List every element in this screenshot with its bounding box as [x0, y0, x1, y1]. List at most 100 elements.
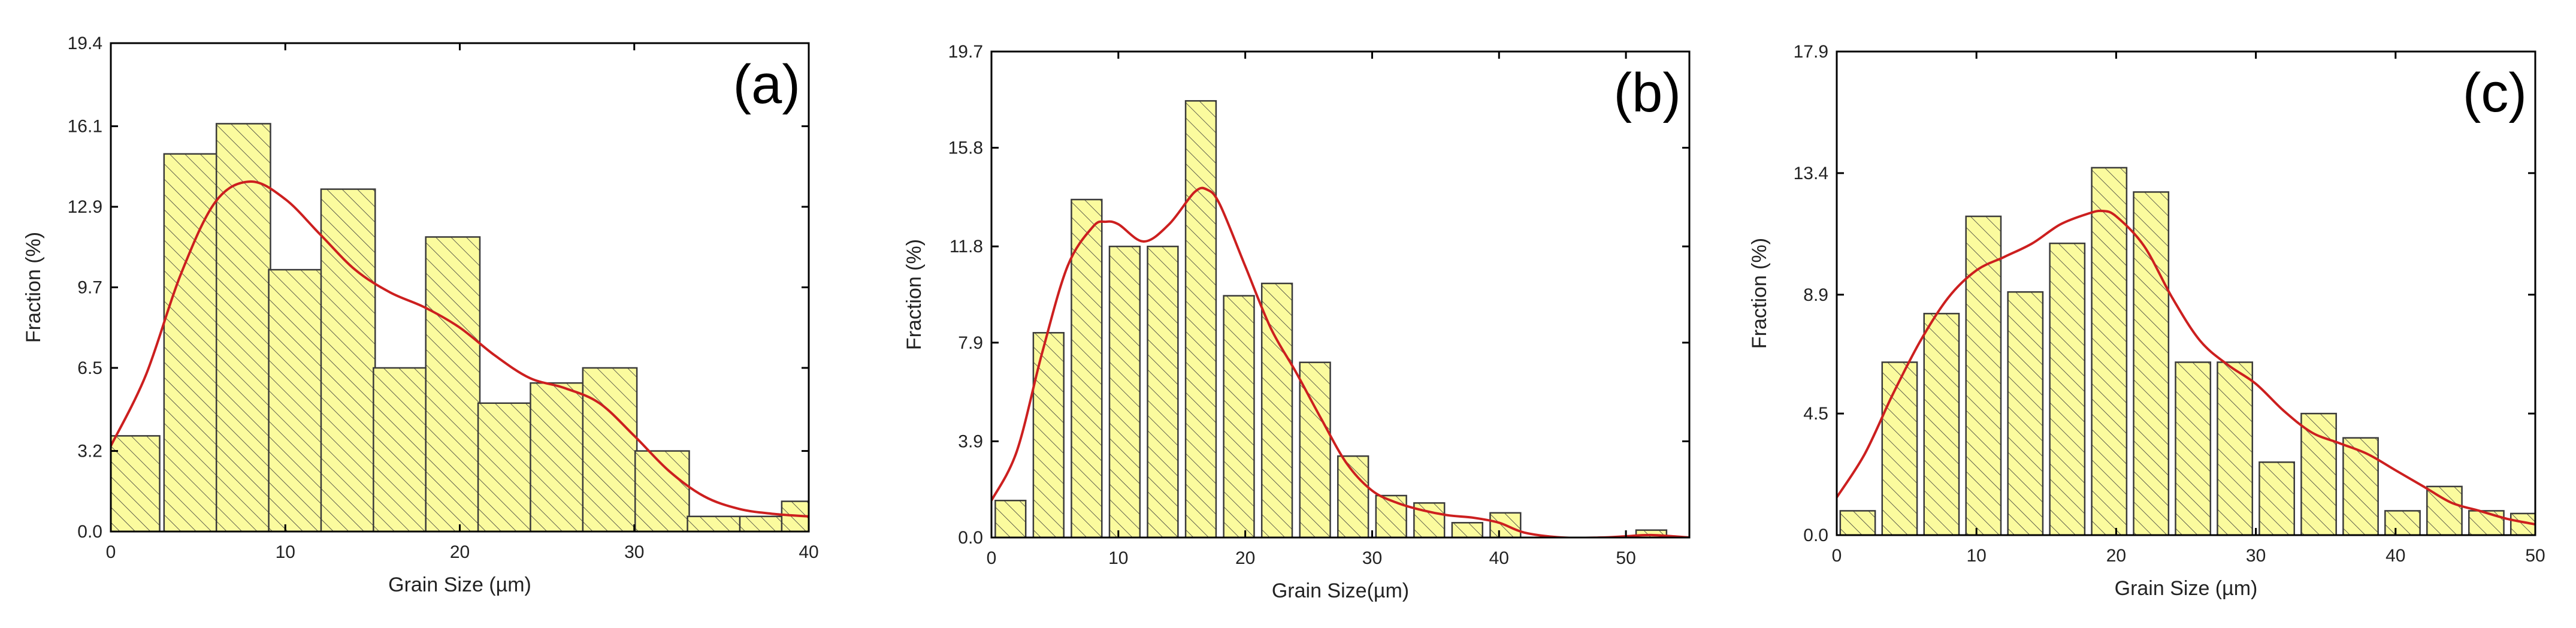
bar-a-6	[425, 236, 481, 532]
y-axis-title-a: Fraction (%)	[22, 232, 45, 343]
bar-b-8	[1299, 361, 1331, 538]
fit-curve-c	[1837, 209, 2535, 526]
bar-c-16	[2510, 512, 2535, 535]
bar-c-8	[2175, 361, 2212, 535]
x-tick-label-c-2: 20	[2106, 546, 2126, 566]
y-tick-label-b-3: 11.8	[950, 237, 983, 256]
bar-a-1	[163, 153, 219, 532]
bar-b-10	[1375, 494, 1407, 538]
bar-b-7	[1260, 282, 1293, 538]
x-tick-label-b-3: 30	[1362, 548, 1382, 568]
bar-a-5	[373, 367, 428, 532]
x-axis-title-c: Grain Size (µm)	[2115, 577, 2258, 600]
bar-a-8	[530, 382, 585, 532]
y-tick-label-a-1: 3.2	[77, 442, 102, 461]
x-tick-label-b-0: 0	[987, 548, 997, 568]
bar-b-1	[1032, 332, 1065, 538]
bar-c-14	[2426, 485, 2463, 535]
panel-label-b: (b)	[1614, 62, 1681, 123]
x-tick-label-b-5: 50	[1616, 548, 1635, 568]
bar-b-3	[1108, 245, 1141, 538]
bar-a-0	[111, 435, 161, 532]
panel-label-a: (a)	[733, 54, 800, 115]
x-tick-label-a-4: 40	[799, 542, 818, 562]
x-tick-label-b-4: 40	[1489, 548, 1509, 568]
bar-b-0	[994, 499, 1027, 538]
panel-c: 0.0 4.5 8.9 13.4 17.9 0 10 20 30 40 50 Grain Size…	[1748, 42, 2545, 600]
bar-c-6	[2091, 167, 2128, 535]
bar-b-9	[1337, 455, 1369, 538]
bar-c-1	[1881, 361, 1918, 535]
bar-b-12	[1451, 522, 1483, 538]
panel-label-c: (c)	[2463, 62, 2527, 123]
bar-b-6	[1223, 295, 1255, 538]
bar-c-9	[2217, 361, 2254, 535]
y-tick-label-a-5: 16.1	[68, 117, 102, 137]
x-ticks-a: 0 10 20 30 40	[106, 43, 819, 562]
x-axis-title-a: Grain Size (µm)	[388, 573, 531, 596]
y-axis-title-c: Fraction (%)	[1748, 238, 1771, 349]
x-tick-label-a-0: 0	[106, 542, 116, 562]
x-tick-label-c-4: 40	[2385, 546, 2405, 566]
bar-b-4	[1147, 245, 1179, 538]
x-axis-title-b: Grain Size(µm)	[1272, 579, 1409, 602]
x-tick-label-a-1: 10	[276, 542, 295, 562]
bar-a-7	[477, 402, 533, 532]
panel-b: 0.0 3.9 7.9 11.8 15.8 19.7 0 10 20 30 40 50 Grain …	[903, 42, 1691, 602]
panel-a: 0.0 3.2 6.5 9.7 12.9 16.1 19.4 0 10 20 30 40 Grain…	[22, 34, 819, 596]
bar-a-3	[268, 268, 324, 532]
y-tick-label-b-1: 3.9	[958, 431, 983, 451]
plot-frame-c	[1836, 50, 2536, 536]
y-tick-label-b-5: 19.7	[948, 42, 983, 62]
bar-b-5	[1184, 100, 1217, 538]
x-ticks-c: 0 10 20 30 40 50	[1832, 52, 2545, 566]
y-axis-title-b: Fraction (%)	[903, 239, 926, 350]
bar-c-11	[2300, 412, 2337, 535]
y-tick-label-a-3: 9.7	[77, 278, 102, 298]
bar-c-3	[1965, 215, 2002, 535]
y-ticks-a: 0.0 3.2 6.5 9.7 12.9 16.1 19.4	[68, 34, 809, 542]
fit-curve-a	[111, 180, 809, 518]
x-tick-label-c-1: 10	[1967, 546, 1987, 566]
bar-c-2	[1923, 313, 1960, 535]
y-tick-label-c-2: 8.9	[1803, 285, 1828, 305]
x-tick-label-b-1: 10	[1108, 548, 1128, 568]
bars-a	[111, 123, 809, 532]
bars-b	[994, 100, 1668, 538]
x-tick-label-c-0: 0	[1832, 546, 1842, 566]
bar-c-10	[2258, 461, 2295, 535]
y-tick-label-a-6: 19.4	[68, 34, 102, 53]
y-tick-label-b-2: 7.9	[958, 333, 983, 353]
bar-c-7	[2133, 191, 2170, 535]
bar-a-11	[687, 515, 743, 532]
x-tick-label-c-3: 30	[2246, 546, 2266, 566]
y-tick-label-a-0: 0.0	[77, 522, 102, 542]
y-tick-label-c-0: 0.0	[1803, 526, 1828, 545]
bar-c-13	[2384, 510, 2421, 535]
bars-c	[1839, 167, 2535, 535]
y-ticks-c: 0.0 4.5 8.9 13.4 17.9	[1794, 42, 2535, 545]
x-tick-label-a-3: 30	[624, 542, 644, 562]
bar-a-4	[320, 188, 376, 532]
x-ticks-b: 0 10 20 30 40 50	[987, 52, 1636, 568]
y-tick-label-b-0: 0.0	[958, 528, 983, 548]
plot-frame-b	[990, 50, 1691, 539]
y-tick-label-c-4: 17.9	[1794, 42, 1828, 62]
bar-c-5	[2049, 242, 2086, 535]
fit-curve-b	[991, 186, 1689, 538]
y-tick-label-c-1: 4.5	[1803, 404, 1828, 424]
bar-c-12	[2342, 437, 2379, 535]
y-tick-label-b-4: 15.8	[948, 138, 983, 158]
bar-c-4	[2007, 291, 2044, 535]
bar-b-2	[1071, 198, 1103, 538]
y-tick-label-a-4: 12.9	[68, 197, 102, 217]
x-tick-label-c-5: 50	[2525, 546, 2545, 566]
y-tick-label-a-2: 6.5	[77, 358, 102, 378]
y-tick-label-c-3: 13.4	[1794, 164, 1828, 183]
x-tick-label-a-2: 20	[450, 542, 470, 562]
bar-c-15	[2468, 510, 2505, 535]
bar-c-0	[1839, 510, 1876, 535]
x-tick-label-b-2: 20	[1235, 548, 1255, 568]
